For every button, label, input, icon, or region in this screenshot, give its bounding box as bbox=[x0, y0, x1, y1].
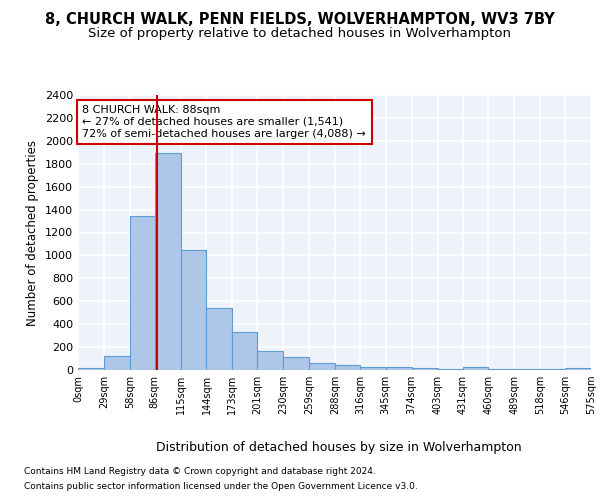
Text: Distribution of detached houses by size in Wolverhampton: Distribution of detached houses by size … bbox=[156, 441, 522, 454]
Text: 8, CHURCH WALK, PENN FIELDS, WOLVERHAMPTON, WV3 7BY: 8, CHURCH WALK, PENN FIELDS, WOLVERHAMPT… bbox=[45, 12, 555, 28]
Bar bbox=[78, 368, 104, 370]
Bar bbox=[232, 332, 257, 370]
Bar bbox=[437, 369, 463, 370]
Bar bbox=[360, 366, 386, 370]
Bar bbox=[283, 358, 309, 370]
Text: Contains HM Land Registry data © Crown copyright and database right 2024.: Contains HM Land Registry data © Crown c… bbox=[24, 467, 376, 476]
Bar bbox=[130, 216, 155, 370]
Bar bbox=[412, 368, 437, 370]
Bar bbox=[104, 356, 130, 370]
Text: 8 CHURCH WALK: 88sqm
← 27% of detached houses are smaller (1,541)
72% of semi-de: 8 CHURCH WALK: 88sqm ← 27% of detached h… bbox=[82, 106, 366, 138]
Bar bbox=[386, 367, 412, 370]
Bar bbox=[463, 367, 488, 370]
Bar bbox=[155, 154, 181, 370]
Bar bbox=[335, 366, 360, 370]
Y-axis label: Number of detached properties: Number of detached properties bbox=[26, 140, 40, 326]
Text: Size of property relative to detached houses in Wolverhampton: Size of property relative to detached ho… bbox=[89, 28, 511, 40]
Bar bbox=[257, 351, 283, 370]
Bar bbox=[565, 368, 591, 370]
Text: Contains public sector information licensed under the Open Government Licence v3: Contains public sector information licen… bbox=[24, 482, 418, 491]
Bar bbox=[206, 308, 232, 370]
Bar bbox=[181, 250, 206, 370]
Bar bbox=[309, 363, 335, 370]
